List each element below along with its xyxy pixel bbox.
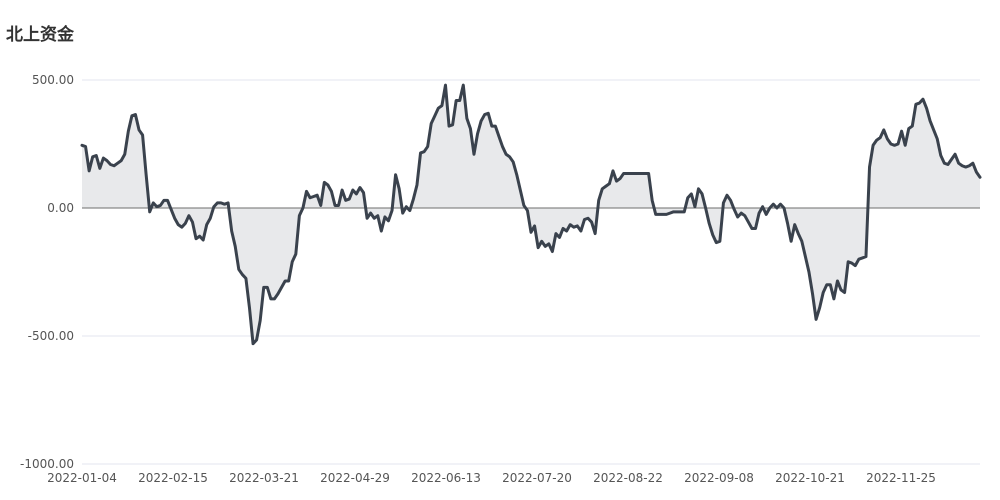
area-fills: [82, 85, 980, 344]
x-tick-labels: 2022-01-04 2022-02-15 2022-03-21 2022-04-29…: [47, 471, 936, 485]
y-tick-label: -500.00: [28, 329, 74, 343]
series-lines: [80, 83, 982, 346]
y-tick-label: -1000.00: [20, 457, 74, 471]
x-tick-label: 2022-06-13: [411, 471, 481, 485]
x-tick-label: 2022-10-21: [775, 471, 845, 485]
series-line: [80, 83, 982, 346]
y-tick-label: 500.00: [32, 73, 74, 87]
x-tick-label: 2022-07-20: [502, 471, 572, 485]
x-tick-label: 2022-04-29: [320, 471, 390, 485]
x-tick-label: 2022-02-15: [138, 471, 208, 485]
y-tick-labels: 500.00 0.00 -500.00 -1000.00: [20, 73, 74, 471]
series-area: [82, 85, 980, 344]
x-tick-label: 2022-01-04: [47, 471, 117, 485]
grid-lines: [82, 79, 980, 465]
x-tick-label: 2022-11-25: [866, 471, 936, 485]
x-tick-label: 2022-08-22: [593, 471, 663, 485]
chart-title: 北上资金: [6, 25, 74, 45]
y-tick-label: 0.00: [47, 201, 74, 215]
x-tick-label: 2022-03-21: [229, 471, 299, 485]
x-tick-label: 2022-09-08: [684, 471, 754, 485]
